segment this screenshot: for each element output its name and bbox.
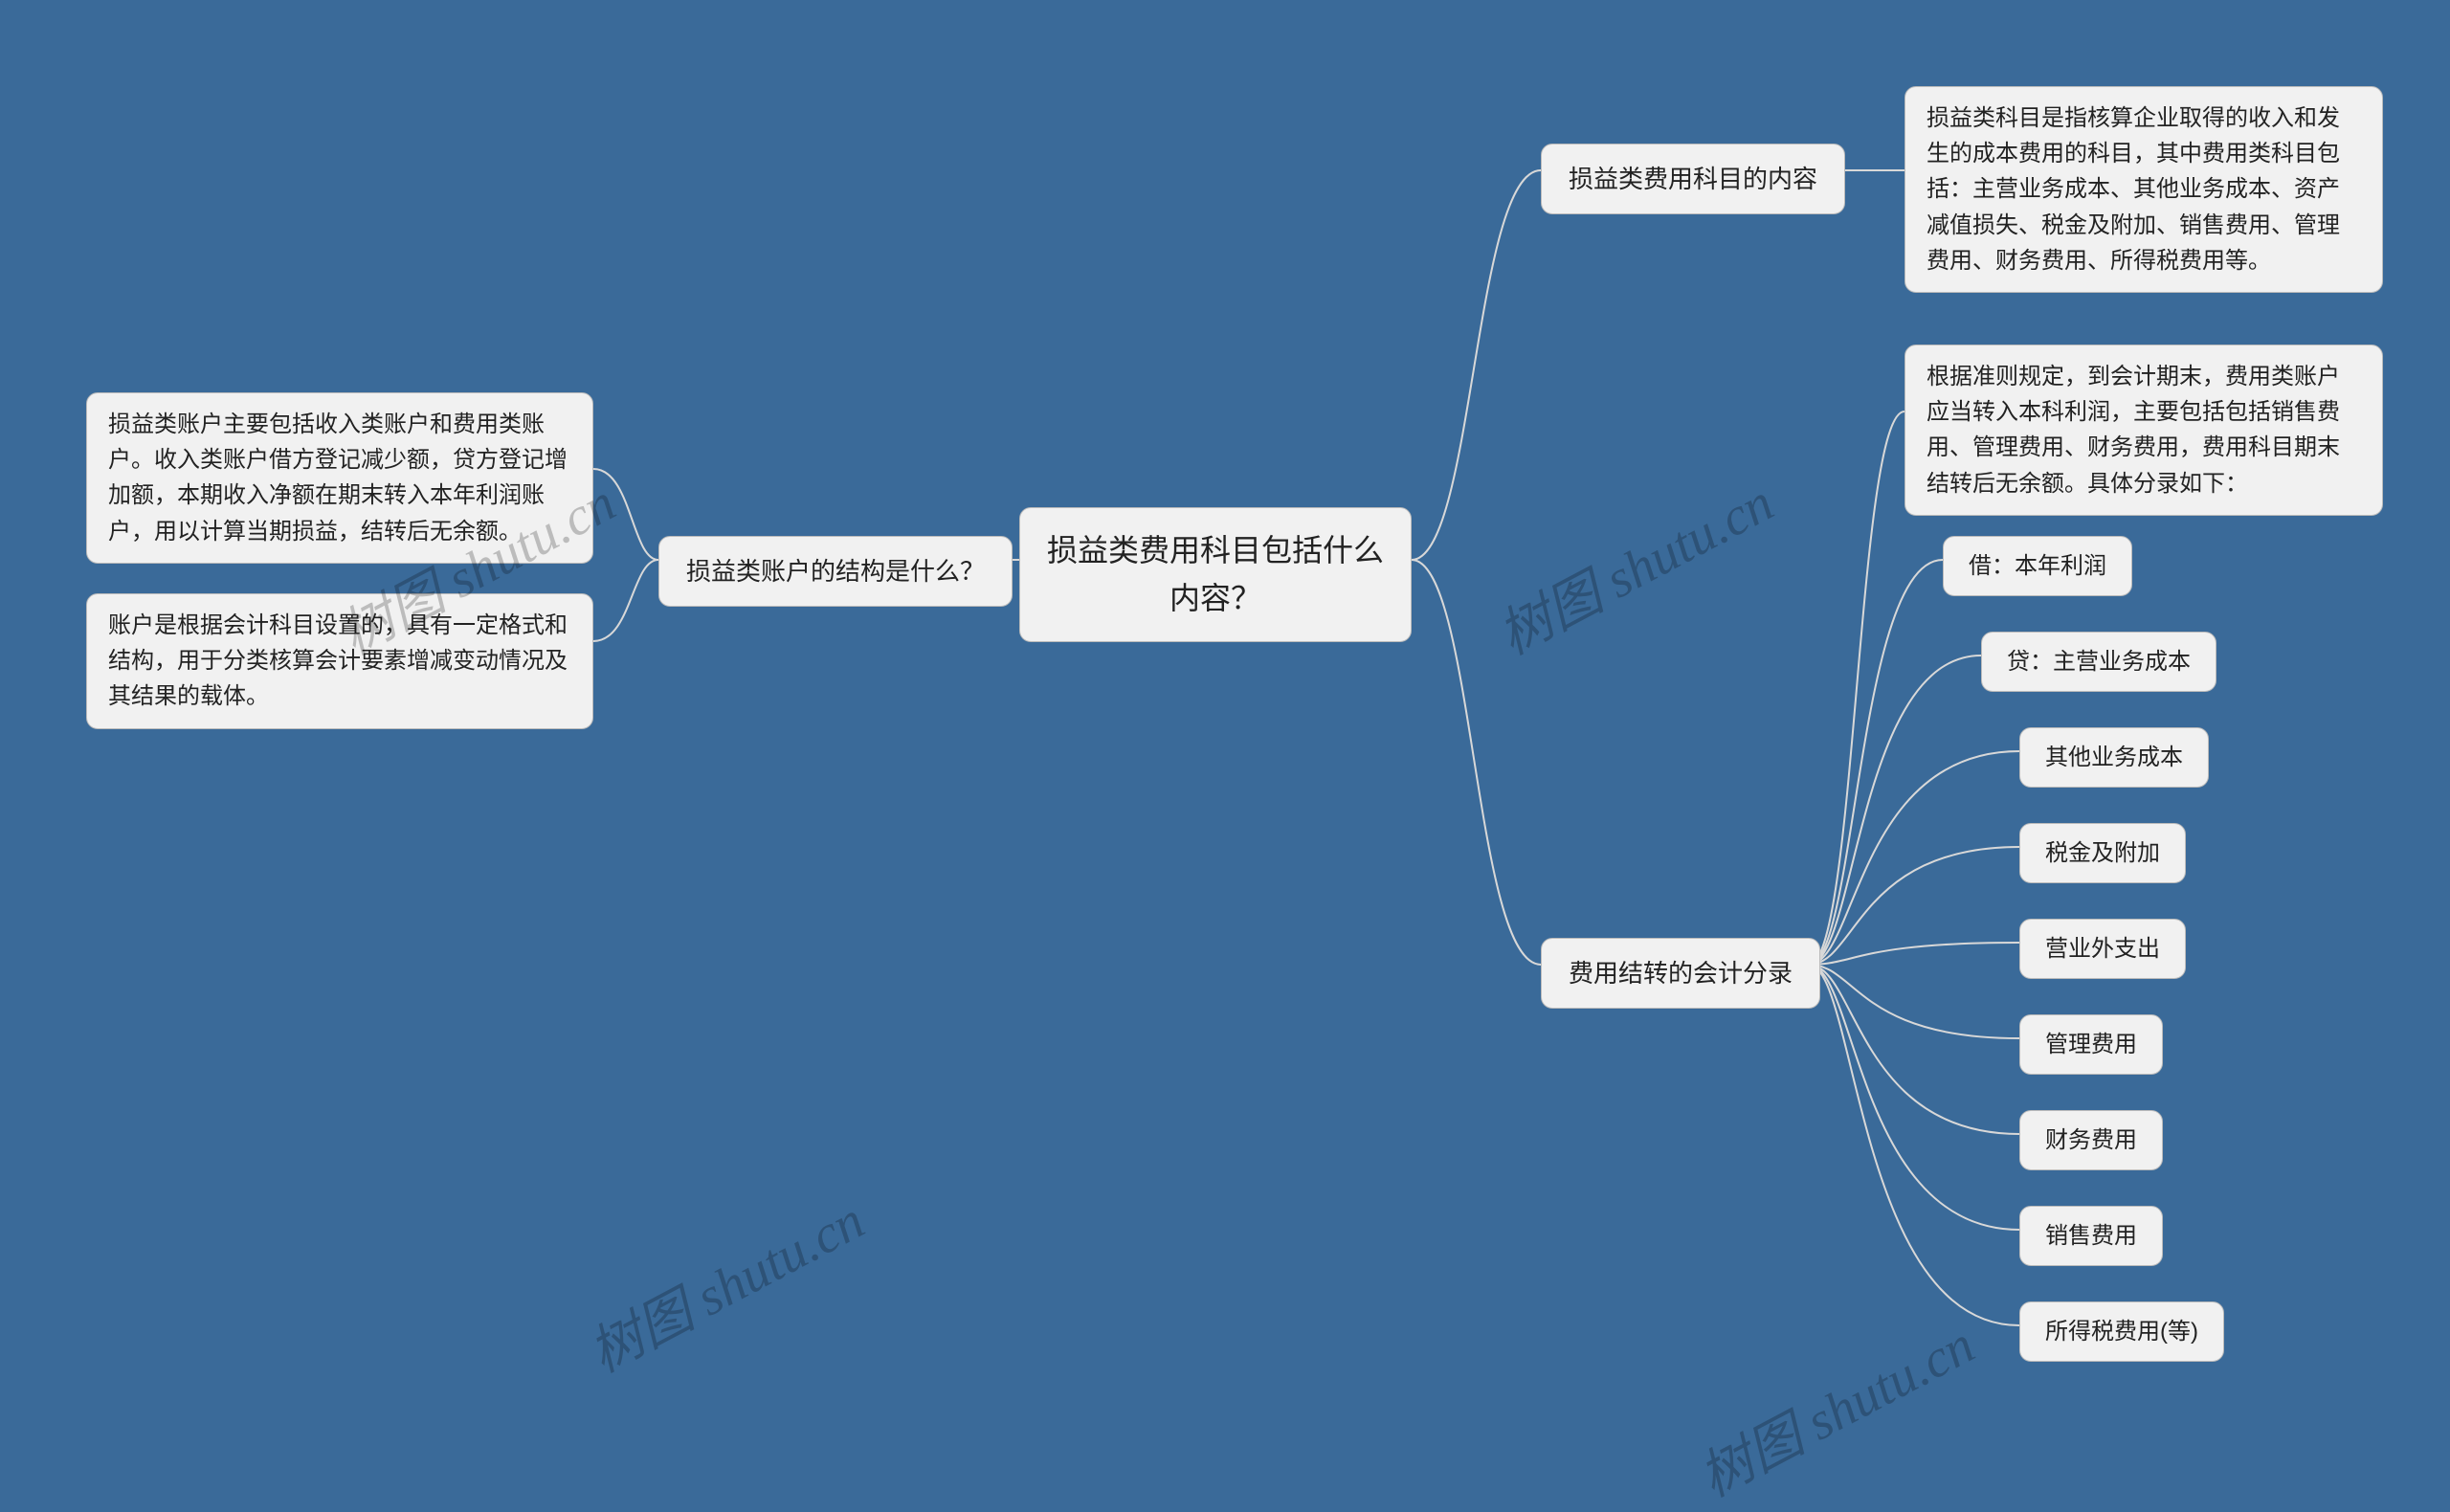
- left-branch[interactable]: 损益类账户的结构是什么？: [658, 536, 1013, 607]
- right-branch-1-child-9[interactable]: 所得税费用(等): [2019, 1301, 2224, 1362]
- right-branch-1-child-4[interactable]: 税金及附加: [2019, 823, 2186, 883]
- right-branch-1-child-3[interactable]: 其他业务成本: [2019, 727, 2209, 788]
- right-branch-1-child-6[interactable]: 管理费用: [2019, 1014, 2163, 1075]
- right-branch-1-child-2[interactable]: 贷：主营业务成本: [1981, 632, 2216, 692]
- left-child-0[interactable]: 损益类账户主要包括收入类账户和费用类账户。收入类账户借方登记减少额，贷方登记增加…: [86, 392, 593, 564]
- right-branch-1-child-1[interactable]: 借：本年利润: [1943, 536, 2132, 596]
- watermark-2: 树图 shutu.cn: [573, 1178, 875, 1388]
- right-branch-0-child-0[interactable]: 损益类科目是指核算企业取得的收入和发生的成本费用的科目，其中费用类科目包括：主营…: [1904, 86, 2383, 293]
- right-branch-1-child-7[interactable]: 财务费用: [2019, 1110, 2163, 1170]
- right-branch-1[interactable]: 费用结转的会计分录: [1541, 938, 1820, 1009]
- left-child-1[interactable]: 账户是根据会计科目设置的，具有一定格式和结构，用于分类核算会计要素增减变动情况及…: [86, 593, 593, 729]
- right-branch-1-child-8[interactable]: 销售费用: [2019, 1206, 2163, 1266]
- right-branch-1-child-5[interactable]: 营业外支出: [2019, 919, 2186, 979]
- watermark-3: 树图 shutu.cn: [1683, 1302, 1985, 1512]
- right-branch-1-child-0[interactable]: 根据准则规定，到会计期末，费用类账户应当转入本科利润，主要包括包括销售费用、管理…: [1904, 345, 2383, 516]
- right-branch-0[interactable]: 损益类费用科目的内容: [1541, 144, 1845, 214]
- center-node[interactable]: 损益类费用科目包括什么内容？: [1019, 507, 1412, 642]
- watermark-1: 树图 shutu.cn: [1482, 460, 1784, 670]
